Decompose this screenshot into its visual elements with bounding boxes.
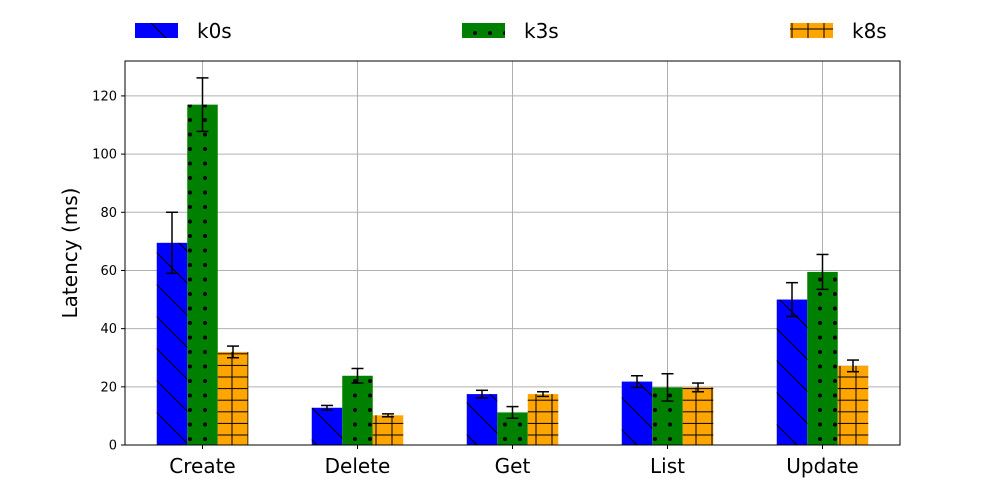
bar-hatch	[682, 387, 714, 445]
legend-label: k0s	[197, 19, 232, 43]
legend-item-k0s: k0s	[135, 19, 232, 43]
bar-k8s	[217, 351, 249, 445]
x-tick-label: Update	[786, 454, 858, 478]
y-tick-label: 20	[100, 380, 117, 395]
error-bar	[506, 405, 519, 419]
legend-swatch-hatch	[135, 23, 178, 38]
x-tick-label: Create	[169, 454, 235, 478]
error-bar	[476, 389, 488, 399]
error-bar	[351, 367, 364, 384]
error-bar	[166, 211, 178, 275]
bar-hatch	[311, 407, 343, 445]
y-tick-label: 100	[92, 148, 117, 163]
x-tick-label: Get	[495, 454, 531, 478]
y-tick-label: 40	[100, 322, 117, 337]
y-tick-label: 60	[100, 264, 117, 279]
bar-hatch	[187, 104, 218, 446]
bar-k0s	[311, 407, 343, 445]
x-tick-label: List	[650, 454, 685, 478]
y-tick-label: 0	[109, 439, 117, 454]
bar-hatch	[342, 375, 373, 445]
error-bar	[196, 77, 209, 133]
bar-k0s	[776, 299, 808, 445]
bar-k8s	[837, 365, 869, 445]
bar-k3s	[187, 104, 218, 446]
error-bar	[227, 345, 239, 359]
bar-hatch	[837, 365, 869, 445]
legend-item-k3s: k3s	[462, 19, 559, 43]
bar-k0s	[621, 381, 653, 445]
bar-hatch	[466, 394, 498, 445]
bar-hatch	[217, 351, 249, 445]
bar-hatch	[776, 299, 808, 445]
bar-k0s	[466, 394, 498, 445]
legend-swatch-hatch	[790, 23, 833, 38]
legend-item-k8s: k8s	[790, 19, 887, 43]
bar-k0s	[156, 242, 188, 445]
bar-hatch	[807, 271, 838, 445]
legend-label: k8s	[852, 19, 887, 43]
bar-hatch	[156, 242, 188, 445]
bar-hatch	[621, 381, 653, 445]
bar-k3s	[342, 375, 373, 445]
error-bar	[661, 372, 674, 402]
bar-k3s	[652, 387, 683, 445]
bar-k8s	[527, 394, 559, 445]
error-bar	[382, 413, 394, 418]
error-bar	[631, 375, 643, 389]
bar-k8s	[682, 387, 714, 445]
bar-k3s	[807, 271, 838, 445]
error-bar	[847, 359, 859, 373]
bar-hatch	[527, 394, 559, 445]
error-bar	[537, 391, 549, 398]
legend-label: k3s	[524, 19, 559, 43]
error-bar	[692, 382, 704, 393]
error-bar	[816, 253, 829, 291]
x-tick-label: Delete	[325, 454, 391, 478]
error-bar	[786, 281, 798, 318]
error-bar	[321, 404, 333, 411]
bar-hatch	[372, 415, 404, 445]
y-tick-label: 80	[100, 206, 117, 221]
bar-k8s	[372, 415, 404, 445]
y-tick-label: 120	[92, 89, 117, 104]
y-axis-title: Latency (ms)	[58, 188, 82, 319]
legend-swatch-hatch	[462, 23, 505, 38]
